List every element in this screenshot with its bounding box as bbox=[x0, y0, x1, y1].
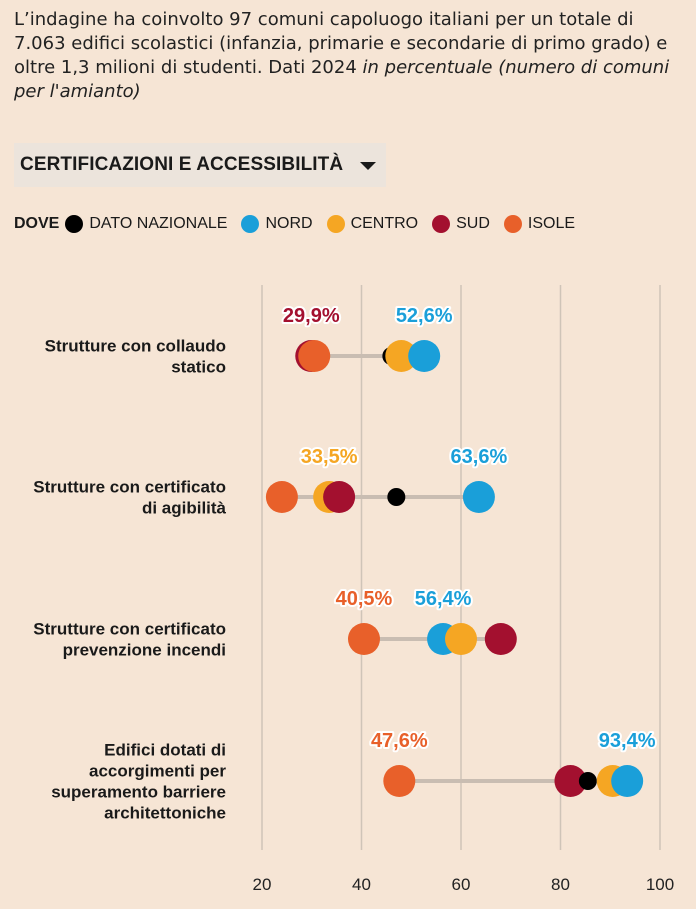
intro-text: L’indagine ha coinvolto 97 comuni capolu… bbox=[14, 8, 686, 104]
dot-sud bbox=[323, 481, 356, 513]
dot-sud bbox=[554, 765, 587, 797]
x-tick-label: 60 bbox=[452, 875, 471, 894]
legend-dot-isole bbox=[503, 215, 522, 233]
x-tick-label: 80 bbox=[551, 875, 570, 894]
legend-item-sud: SUD bbox=[432, 215, 490, 233]
category-label-line: accorgimenti per bbox=[89, 762, 226, 781]
value-annotation-isole: 40,5% bbox=[336, 588, 393, 610]
category-label-line: architettoniche bbox=[104, 804, 226, 823]
legend-label-centro: CENTRO bbox=[350, 215, 419, 232]
value-annotation-nord: 93,4% bbox=[599, 730, 656, 752]
dot-nord bbox=[408, 340, 441, 372]
category-label-line: Strutture con certificato bbox=[33, 478, 226, 497]
intro-main: L’indagine ha coinvolto 97 comuni capolu… bbox=[14, 9, 668, 78]
dot-centro bbox=[385, 340, 418, 372]
legend-item-centro: CENTRO bbox=[326, 215, 419, 233]
category-label-line: statico bbox=[171, 358, 226, 377]
value-annotation-sud: 29,9% bbox=[283, 305, 340, 327]
x-tick-label: 20 bbox=[253, 875, 272, 894]
dot-nazionale bbox=[578, 772, 597, 790]
value-annotation-nord: 63,6% bbox=[451, 446, 508, 468]
dot-isole bbox=[298, 340, 331, 372]
legend-dot-sud bbox=[432, 215, 451, 233]
legend-dot-nazionale bbox=[65, 215, 84, 233]
dot-isole bbox=[347, 623, 380, 655]
dot-nord bbox=[611, 765, 644, 797]
intro-italic: in percentuale (numero di comuni per l'a… bbox=[14, 57, 670, 102]
dropdown-label: CERTIFICAZIONI E ACCESSIBILITÀ bbox=[20, 154, 344, 175]
caret-down-icon[interactable] bbox=[360, 162, 376, 170]
legend-item-isole: ISOLE bbox=[503, 215, 576, 233]
legend-dot-centro bbox=[326, 215, 345, 233]
legend: DOVE DATO NAZIONALE NORD CENTRO SUD ISOL… bbox=[14, 212, 589, 236]
value-annotation-centro: 33,5% bbox=[301, 446, 358, 468]
value-annotation-isole: 47,6% bbox=[371, 730, 428, 752]
x-tick-label: 40 bbox=[352, 875, 371, 894]
x-tick-label: 100 bbox=[646, 875, 674, 894]
legend-label-isole: ISOLE bbox=[527, 215, 576, 232]
category-label-line: superamento barriere bbox=[51, 783, 226, 802]
legend-dot-nord bbox=[241, 215, 260, 233]
legend-title: DOVE bbox=[14, 215, 60, 232]
legend-label-nazionale: DATO NAZIONALE bbox=[89, 215, 228, 232]
dot-nord bbox=[462, 481, 495, 513]
legend-label-nord: NORD bbox=[265, 215, 313, 232]
category-label-line: Edifici dotati di bbox=[104, 741, 226, 760]
dot-isole bbox=[383, 765, 416, 797]
category-label-line: Strutture con collaudo bbox=[45, 337, 226, 356]
category-label-line: prevenzione incendi bbox=[63, 641, 226, 660]
category-label-line: di agibilità bbox=[142, 499, 227, 518]
dot-nazionale bbox=[387, 488, 406, 506]
category-dropdown[interactable]: CERTIFICAZIONI E ACCESSIBILITÀ bbox=[14, 143, 386, 187]
legend-item-nord: NORD bbox=[241, 215, 313, 233]
value-annotation-nord: 52,6% bbox=[396, 305, 453, 327]
dot-centro bbox=[445, 623, 477, 655]
legend-item-nazionale: DATO NAZIONALE bbox=[65, 215, 227, 233]
dot-sud bbox=[484, 623, 517, 655]
dot-plot-chart: 20 40 60 80 100 Strutture con collaudo statico… bbox=[33, 285, 674, 894]
value-annotation-nord: 56,4% bbox=[415, 588, 472, 610]
legend-label-sud: SUD bbox=[456, 215, 490, 232]
category-label-line: Strutture con certificato bbox=[33, 620, 226, 639]
dot-isole bbox=[265, 481, 298, 513]
